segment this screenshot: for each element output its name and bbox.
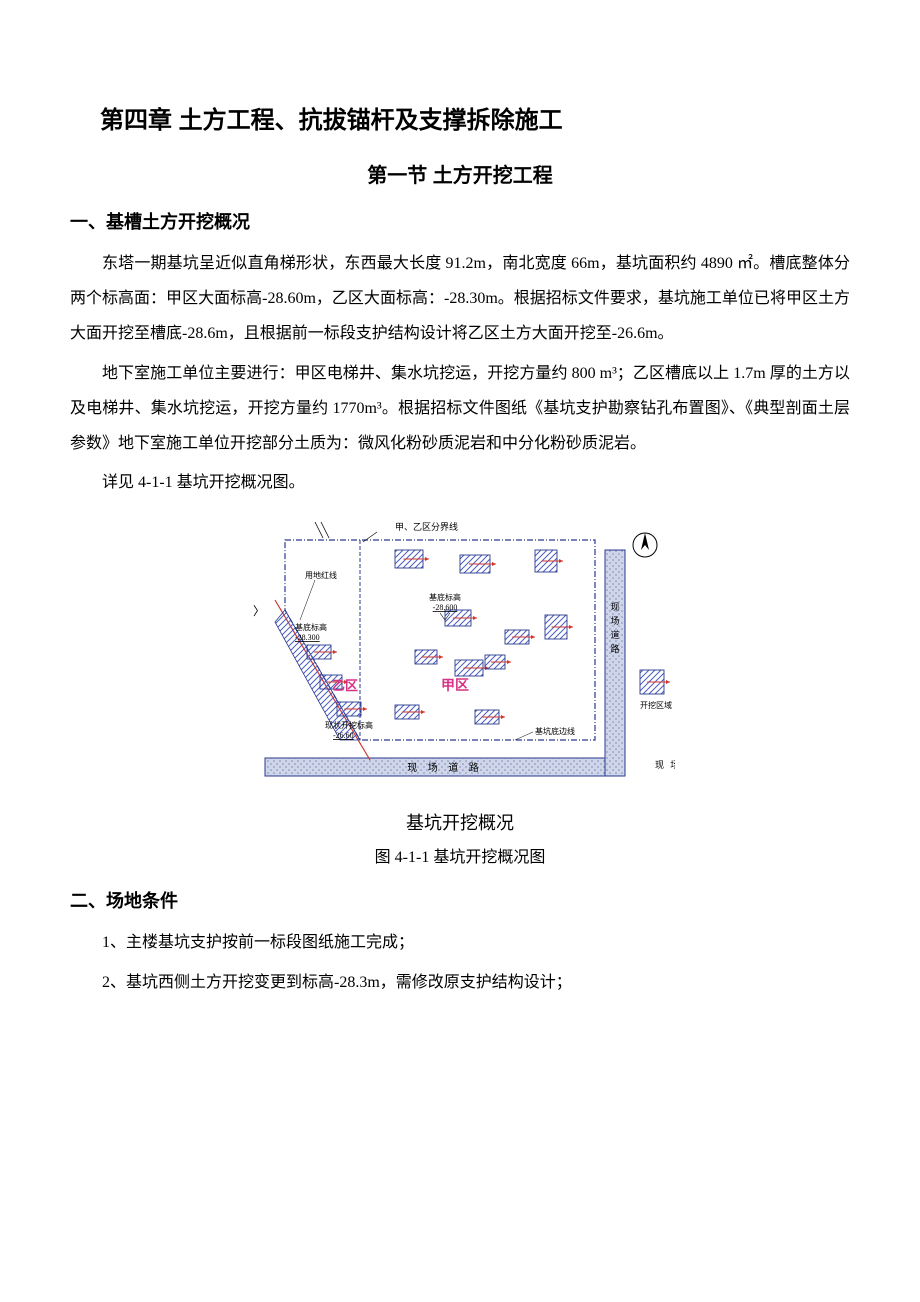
svg-text:甲、乙区分界线: 甲、乙区分界线 — [395, 521, 458, 532]
chapter-title: 第四章 土方工程、抗拔锚杆及支撑拆除施工 — [100, 100, 850, 135]
svg-text:现状开挖标高: 现状开挖标高 — [325, 720, 373, 730]
bullet-1: 1、主楼基坑支护按前一标段图纸施工完成； — [70, 925, 850, 960]
diagram-title: 基坑开挖概况 — [70, 809, 850, 835]
svg-text:现 场: 现 场 — [655, 760, 675, 770]
svg-text:场: 场 — [610, 616, 619, 626]
svg-text:-28.300: -28.300 — [295, 633, 320, 642]
svg-text:甲区: 甲区 — [441, 678, 469, 694]
svg-text:路: 路 — [610, 643, 619, 654]
subheading-1: 一、基槽土方开挖概况 — [70, 208, 850, 234]
excavation-diagram: 现 场 道 路现场道路现 场甲、乙区分界线用地红线甲区乙区基底标高-28.600… — [245, 510, 675, 800]
svg-text:现 场 道 路: 现 场 道 路 — [407, 761, 483, 774]
paragraph-3: 详见 4-1-1 基坑开挖概况图。 — [70, 465, 850, 500]
svg-text:现: 现 — [610, 602, 619, 612]
svg-text:道: 道 — [610, 629, 619, 640]
svg-text:开挖区域: 开挖区域 — [640, 700, 672, 710]
bullet-2: 2、基坑西侧土方开挖变更到标高-28.3m，需修改原支护结构设计； — [70, 965, 850, 1000]
svg-text:基底标高: 基底标高 — [429, 592, 461, 602]
paragraph-1: 东塔一期基坑呈近似直角梯形状，东西最大长度 91.2m，南北宽度 66m，基坑面… — [70, 246, 850, 352]
svg-text:乙区: 乙区 — [332, 678, 358, 693]
svg-text:-26.60: -26.60 — [333, 731, 354, 740]
svg-text:用地红线: 用地红线 — [305, 570, 337, 580]
subheading-2: 二、场地条件 — [70, 887, 850, 913]
svg-text:〉: 〉 — [253, 604, 265, 618]
figure-caption: 图 4-1-1 基坑开挖概况图 — [70, 843, 850, 867]
svg-text:基底标高: 基底标高 — [295, 622, 327, 632]
figure-container: 现 场 道 路现场道路现 场甲、乙区分界线用地红线甲区乙区基底标高-28.600… — [70, 510, 850, 867]
svg-text:-28.600: -28.600 — [433, 603, 458, 612]
paragraph-2: 地下室施工单位主要进行：甲区电梯井、集水坑挖运，开挖方量约 800 m³；乙区槽… — [70, 356, 850, 462]
section-title: 第一节 土方开挖工程 — [70, 159, 850, 188]
svg-text:基坑底边线: 基坑底边线 — [535, 726, 575, 736]
